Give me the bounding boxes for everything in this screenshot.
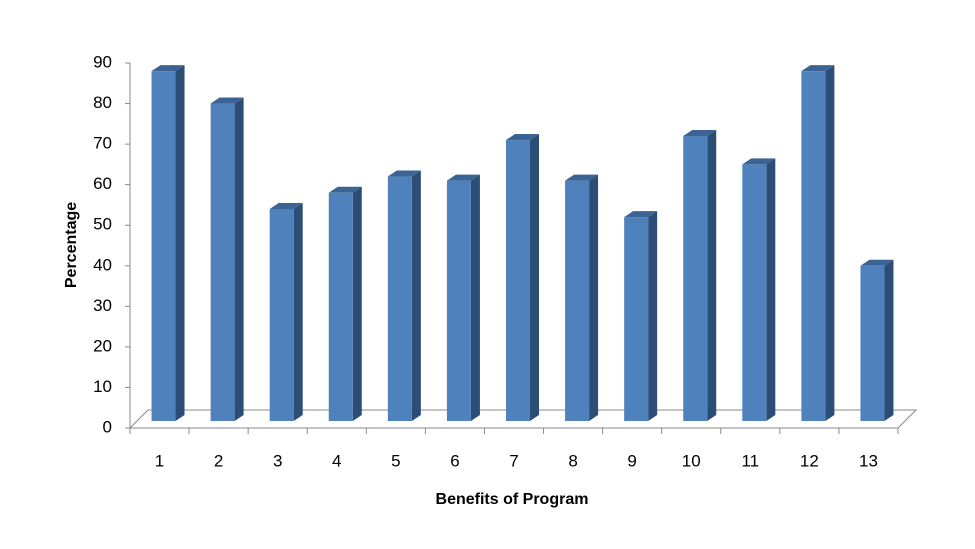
bar-top bbox=[506, 134, 539, 141]
x-tick-label: 6 bbox=[450, 451, 459, 470]
bar-side bbox=[293, 203, 303, 421]
bar-side bbox=[411, 170, 421, 421]
bar-side bbox=[234, 97, 244, 422]
y-tick-label: 0 bbox=[103, 417, 112, 436]
bar bbox=[624, 211, 658, 421]
x-tick-label: 7 bbox=[509, 451, 518, 470]
x-tick-label: 2 bbox=[214, 451, 223, 470]
bar-front bbox=[446, 180, 471, 421]
bar-front bbox=[801, 71, 826, 421]
bar-top bbox=[742, 158, 776, 165]
bar bbox=[742, 158, 776, 421]
bar bbox=[269, 203, 303, 421]
bar-front bbox=[269, 209, 294, 421]
bar-top bbox=[683, 130, 717, 136]
bar-top bbox=[624, 211, 658, 218]
bar-top bbox=[387, 170, 421, 177]
y-tick-label: 60 bbox=[93, 174, 112, 193]
bar bbox=[151, 65, 185, 421]
bar-side bbox=[648, 211, 658, 421]
y-tick-label: 40 bbox=[93, 255, 112, 274]
y-tick-label: 70 bbox=[93, 134, 112, 153]
x-tick-label: 12 bbox=[800, 451, 819, 470]
bar-front bbox=[742, 164, 767, 421]
bar-front bbox=[387, 176, 412, 421]
x-axis-title: Benefits of Program bbox=[436, 491, 589, 508]
bar-top bbox=[446, 174, 480, 181]
y-tick-label: 90 bbox=[93, 52, 112, 71]
bar bbox=[387, 170, 421, 421]
bar-top bbox=[210, 97, 244, 104]
bar-front bbox=[624, 217, 649, 421]
bar-front bbox=[565, 180, 590, 421]
bar-side bbox=[825, 65, 835, 421]
x-tick-label: 1 bbox=[155, 451, 164, 470]
bar bbox=[328, 186, 362, 421]
bar bbox=[860, 259, 894, 421]
x-tick-label: 4 bbox=[332, 451, 341, 470]
bar-front bbox=[210, 103, 235, 422]
x-tick-label: 13 bbox=[859, 451, 878, 470]
bar bbox=[210, 97, 244, 422]
bar-top bbox=[328, 186, 362, 193]
bar-side bbox=[530, 134, 539, 422]
bar-top bbox=[801, 65, 835, 72]
x-tick-label: 11 bbox=[741, 451, 759, 470]
bar-side bbox=[352, 186, 362, 421]
y-tick-label: 80 bbox=[93, 93, 112, 112]
x-tick-label: 8 bbox=[568, 451, 577, 470]
y-axis-title: Percentage bbox=[63, 202, 80, 288]
y-tick-label: 20 bbox=[93, 336, 112, 355]
bar-side bbox=[175, 65, 185, 421]
bar-top bbox=[269, 203, 303, 209]
bar-top bbox=[151, 65, 185, 72]
bar-front bbox=[328, 192, 353, 421]
y-tick-label: 10 bbox=[93, 377, 112, 396]
y-tick-label: 50 bbox=[93, 215, 112, 234]
bar-side bbox=[884, 259, 894, 421]
x-tick-label: 3 bbox=[273, 451, 282, 470]
x-tick-label: 10 bbox=[682, 451, 701, 470]
bar bbox=[565, 174, 599, 421]
bar bbox=[506, 134, 539, 422]
bar-front bbox=[860, 265, 885, 421]
bar-side bbox=[707, 130, 717, 421]
x-tick-label: 5 bbox=[391, 451, 400, 470]
bar bbox=[446, 174, 480, 421]
bar-side bbox=[766, 158, 776, 421]
bar bbox=[683, 130, 717, 421]
bar-front bbox=[151, 71, 176, 421]
bar-top bbox=[860, 259, 894, 266]
bar-side bbox=[589, 174, 599, 421]
bar bbox=[801, 65, 835, 421]
bar-side bbox=[470, 174, 480, 421]
bar-front bbox=[506, 140, 530, 422]
bar-top bbox=[565, 174, 599, 181]
y-tick-label: 30 bbox=[93, 296, 112, 315]
bar-front bbox=[683, 136, 708, 421]
x-tick-label: 9 bbox=[627, 451, 636, 470]
